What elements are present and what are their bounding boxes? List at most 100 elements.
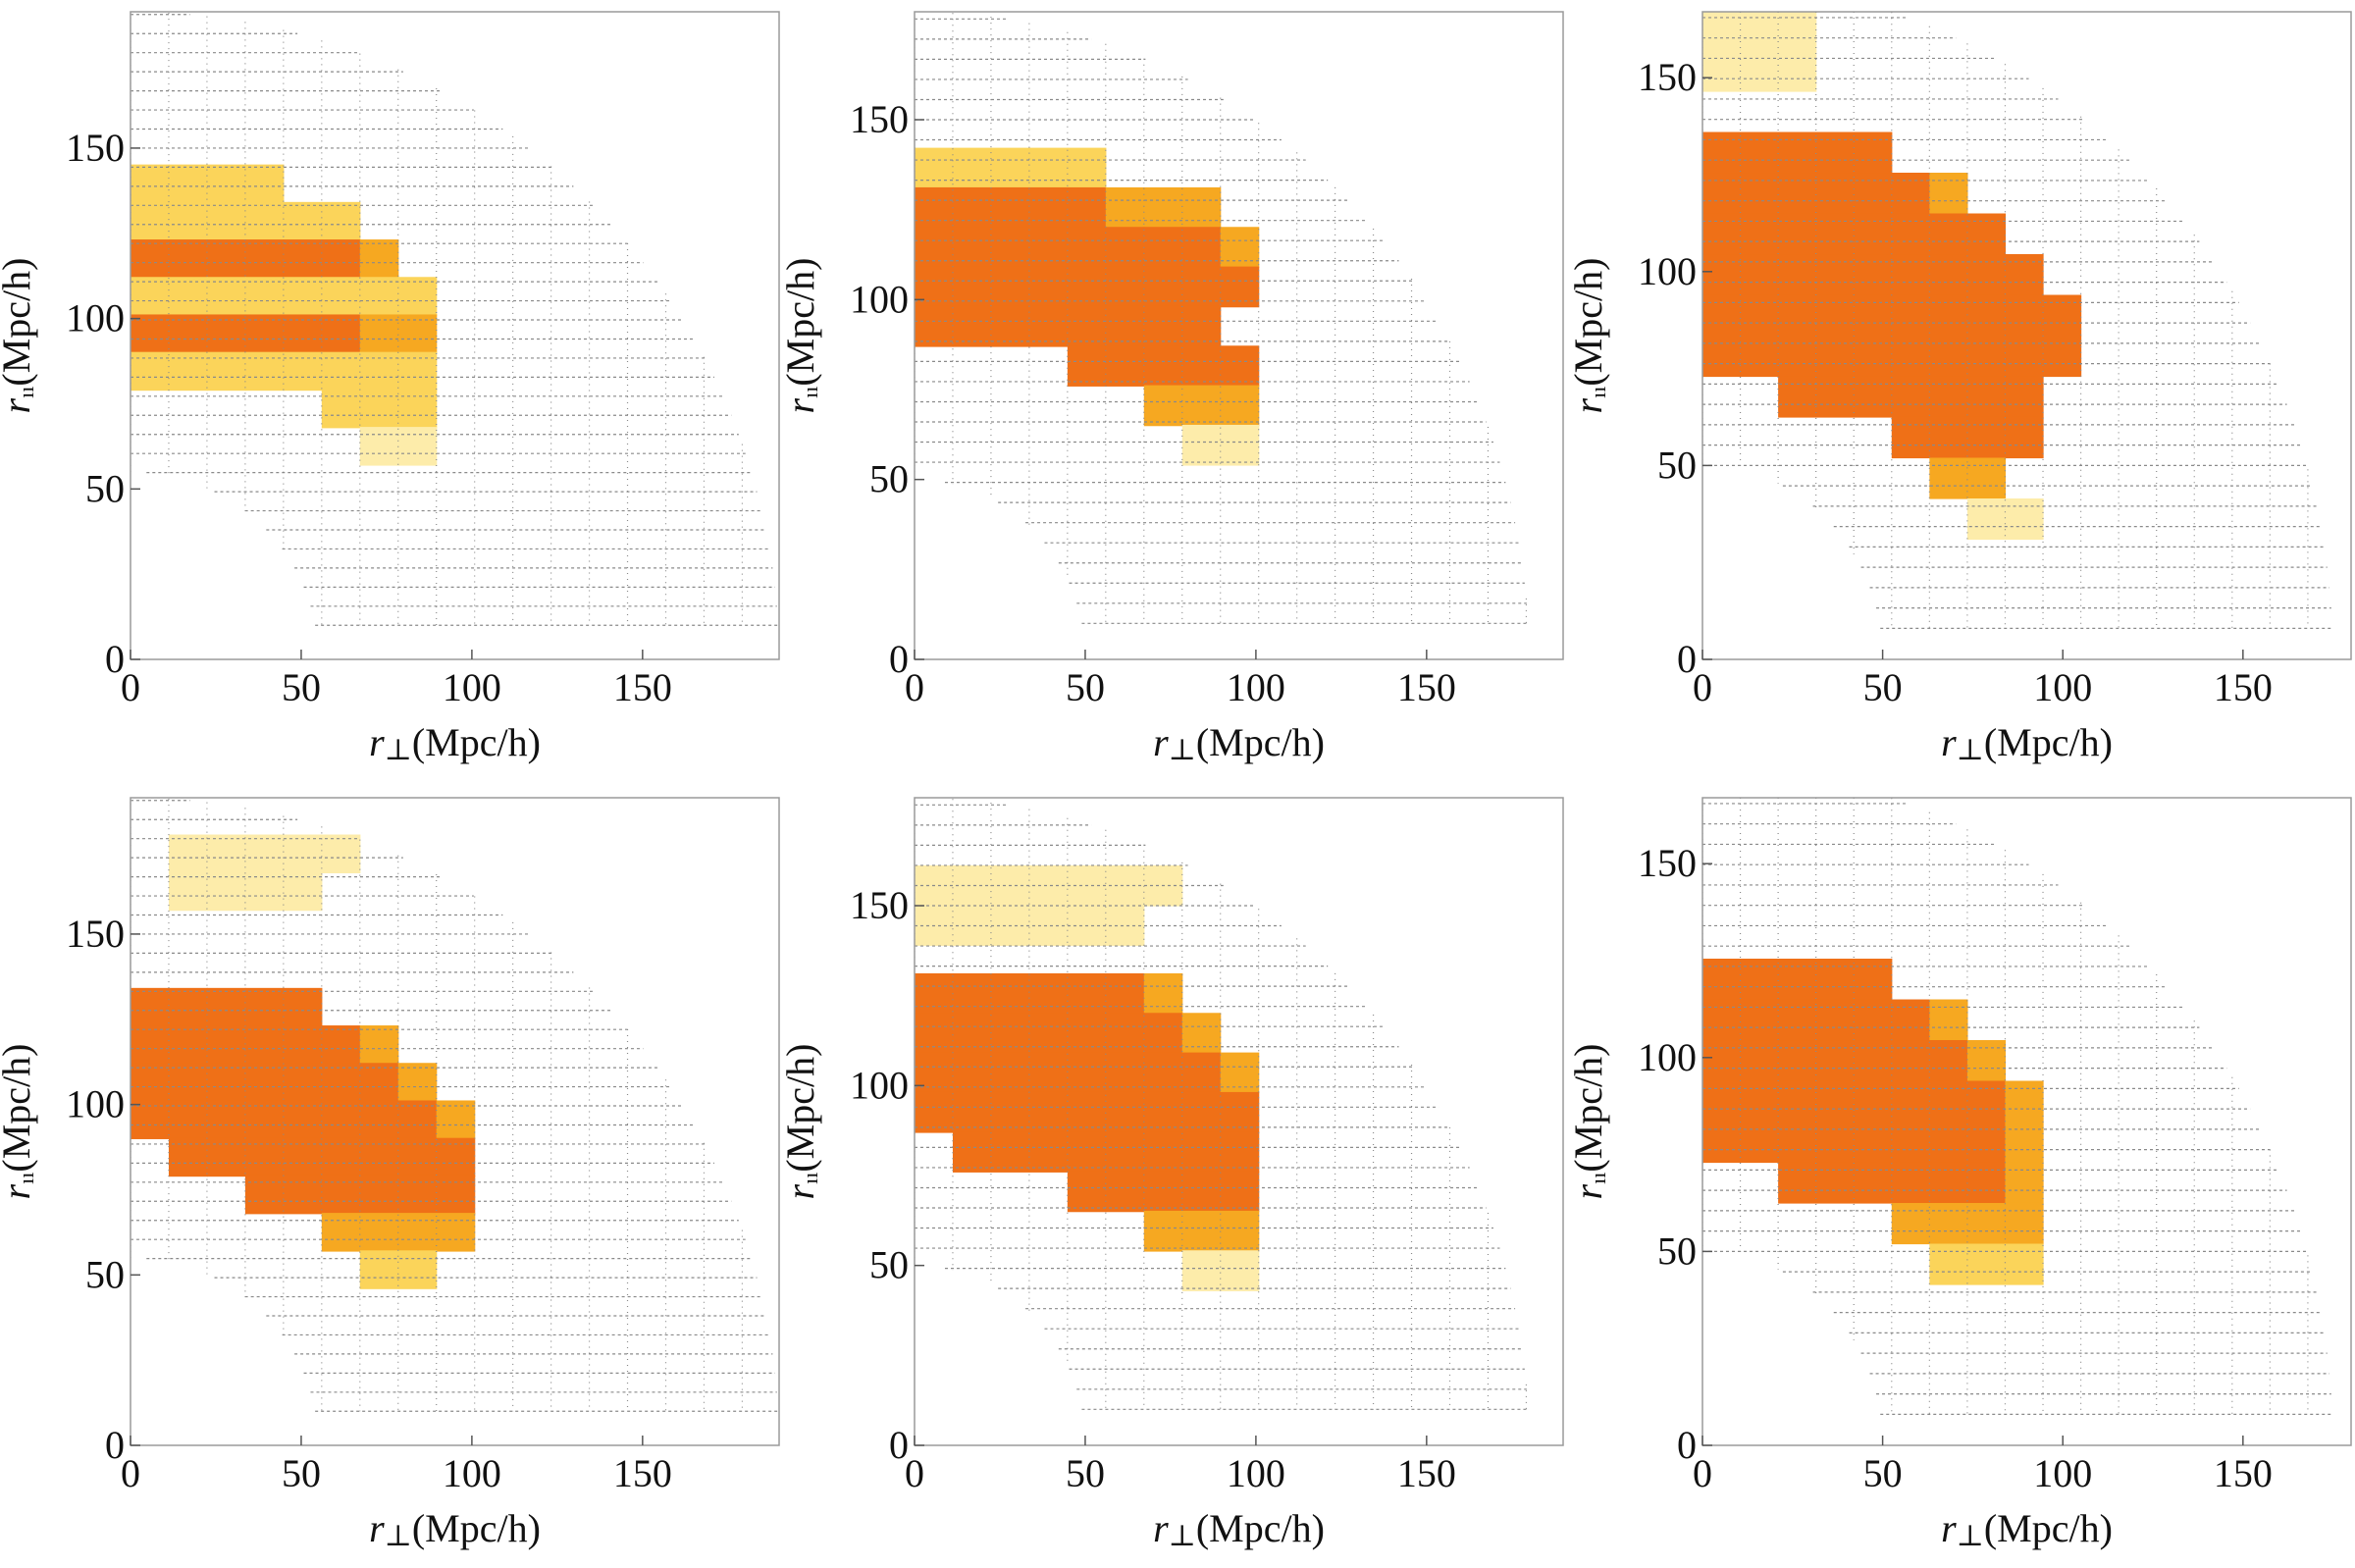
- heatmap-cell: [283, 987, 323, 1027]
- heatmap-cell: [915, 305, 954, 347]
- heatmap-cell: [168, 351, 208, 392]
- heatmap-cell: [1815, 959, 1855, 1001]
- heatmap-cell: [244, 1025, 285, 1065]
- x-axis-label: r⊥(Mpc/h): [369, 720, 541, 766]
- heatmap-cell: [1929, 416, 1968, 459]
- heatmap-cell: [244, 1100, 285, 1139]
- heatmap-cell: [1966, 213, 2007, 255]
- heatmap-cell: [915, 1091, 954, 1133]
- heatmap-cell: [1105, 1171, 1145, 1213]
- heatmap-cell: [1181, 1171, 1222, 1213]
- heatmap-cell: [436, 1213, 476, 1252]
- heatmap-cell: [244, 987, 285, 1027]
- heatmap-cell: [1105, 1091, 1145, 1133]
- heatmap-cell: [321, 351, 361, 392]
- heatmap-cell: [2005, 1243, 2044, 1285]
- heatmap-cell: [952, 1091, 992, 1133]
- heatmap-cell: [168, 1100, 208, 1139]
- y-tick-label: 0: [889, 1423, 909, 1467]
- heatmap-cell: [1929, 376, 1968, 418]
- heatmap-cell: [1815, 131, 1855, 174]
- heatmap-cell: [1815, 1080, 1855, 1123]
- heatmap-cell: [206, 834, 246, 874]
- y-axis-label-subscript: ıı: [798, 1173, 822, 1184]
- x-axis-label-symbol: r: [1153, 720, 1169, 764]
- heatmap-cell: [1181, 345, 1222, 387]
- heatmap-cell: [1778, 959, 1817, 1001]
- heatmap-cell: [397, 389, 438, 429]
- heatmap-cell: [397, 1175, 438, 1215]
- heatmap-cell: [990, 972, 1030, 1015]
- y-axis-label-symbol: r: [1566, 397, 1610, 413]
- heatmap-cell: [359, 1250, 399, 1289]
- heatmap-cell: [1181, 1091, 1222, 1133]
- x-axis-label: r⊥(Mpc/h): [1153, 720, 1325, 766]
- heatmap-cell: [1740, 336, 1779, 378]
- y-tick-label: 150: [66, 126, 125, 170]
- heatmap-cell: [1181, 1250, 1222, 1291]
- grid-lines: [915, 798, 1529, 1410]
- heatmap-cell: [1966, 1080, 2007, 1123]
- heatmap-cell: [1740, 50, 1779, 92]
- heatmap-cell: [1778, 1080, 1817, 1123]
- heatmap-cell: [1966, 1040, 2007, 1082]
- heatmap-cell: [1143, 1131, 1183, 1173]
- heatmap-cell: [1105, 266, 1145, 308]
- y-axis-label-unit: (Mpc/h): [0, 1044, 38, 1173]
- heatmap-cell: [283, 277, 323, 316]
- x-axis-label-symbol: r: [369, 1506, 385, 1550]
- heatmap-cell: [1929, 173, 1968, 215]
- heatmap-cell: [1929, 294, 1968, 337]
- heatmap-cell: [952, 972, 992, 1015]
- heatmap-cell: [1105, 1052, 1145, 1094]
- heatmap-cell: [1143, 345, 1183, 387]
- x-tick-label: 0: [905, 1451, 924, 1495]
- heatmap-cell: [1815, 173, 1855, 215]
- x-axis-label-subscript: ⊥: [1169, 1520, 1196, 1552]
- heatmap-cell: [1702, 50, 1742, 92]
- heatmap-cell: [1929, 213, 1968, 255]
- heatmap-cell: [359, 427, 399, 466]
- heatmap-cell: [1105, 972, 1145, 1015]
- heatmap-cell: [1105, 186, 1145, 229]
- x-axis-label-unit: (Mpc/h): [412, 1506, 541, 1550]
- heatmap-cell: [1854, 1122, 1893, 1164]
- x-axis-label: r⊥(Mpc/h): [1941, 720, 2113, 766]
- heatmap-cell: [131, 239, 170, 279]
- heatmap-cell: [952, 864, 992, 907]
- x-axis-label-unit: (Mpc/h): [1984, 720, 2113, 764]
- x-axis-label-symbol: r: [1941, 720, 1957, 764]
- heatmap-cell: [359, 1025, 399, 1065]
- heatmap-cell: [990, 1013, 1030, 1054]
- heatmap-cells: [915, 864, 1260, 1291]
- heatmap-cell: [1966, 376, 2007, 418]
- heatmap-cell: [359, 277, 399, 316]
- heatmap-cell: [1702, 1040, 1742, 1082]
- heatmap-cell: [359, 1175, 399, 1215]
- x-axis-label-subscript: ⊥: [1169, 734, 1196, 766]
- heatmap-cell: [1854, 173, 1893, 215]
- heatmap-cell: [952, 1131, 992, 1173]
- heatmap-cell: [1740, 12, 1779, 52]
- heatmap-cell: [397, 1100, 438, 1139]
- y-tick-label: 150: [1638, 841, 1697, 885]
- y-tick-label: 100: [1638, 1035, 1697, 1079]
- heatmap-cell: [321, 1137, 361, 1177]
- x-axis-label-subscript: ⊥: [1957, 1520, 1984, 1552]
- heatmap-cell: [244, 314, 285, 353]
- heatmap-cell: [1105, 1013, 1145, 1054]
- heatmap-cell: [1778, 1122, 1817, 1164]
- heatmap-cell: [1740, 1122, 1779, 1164]
- heatmap-cell: [1702, 173, 1742, 215]
- heatmap-cell: [1702, 12, 1742, 52]
- heatmap-cell: [1220, 345, 1260, 387]
- heatmap-cell: [952, 905, 992, 946]
- heatmap-cell: [2005, 376, 2044, 418]
- heatmap-cell: [397, 427, 438, 466]
- y-tick-label: 50: [869, 457, 909, 501]
- heatmap-cell: [1181, 1013, 1222, 1054]
- heatmap-cell: [1891, 1040, 1930, 1082]
- heatmap-cell: [1778, 1040, 1817, 1082]
- x-tick-label: 150: [2214, 665, 2273, 709]
- heatmap-cell: [206, 277, 246, 316]
